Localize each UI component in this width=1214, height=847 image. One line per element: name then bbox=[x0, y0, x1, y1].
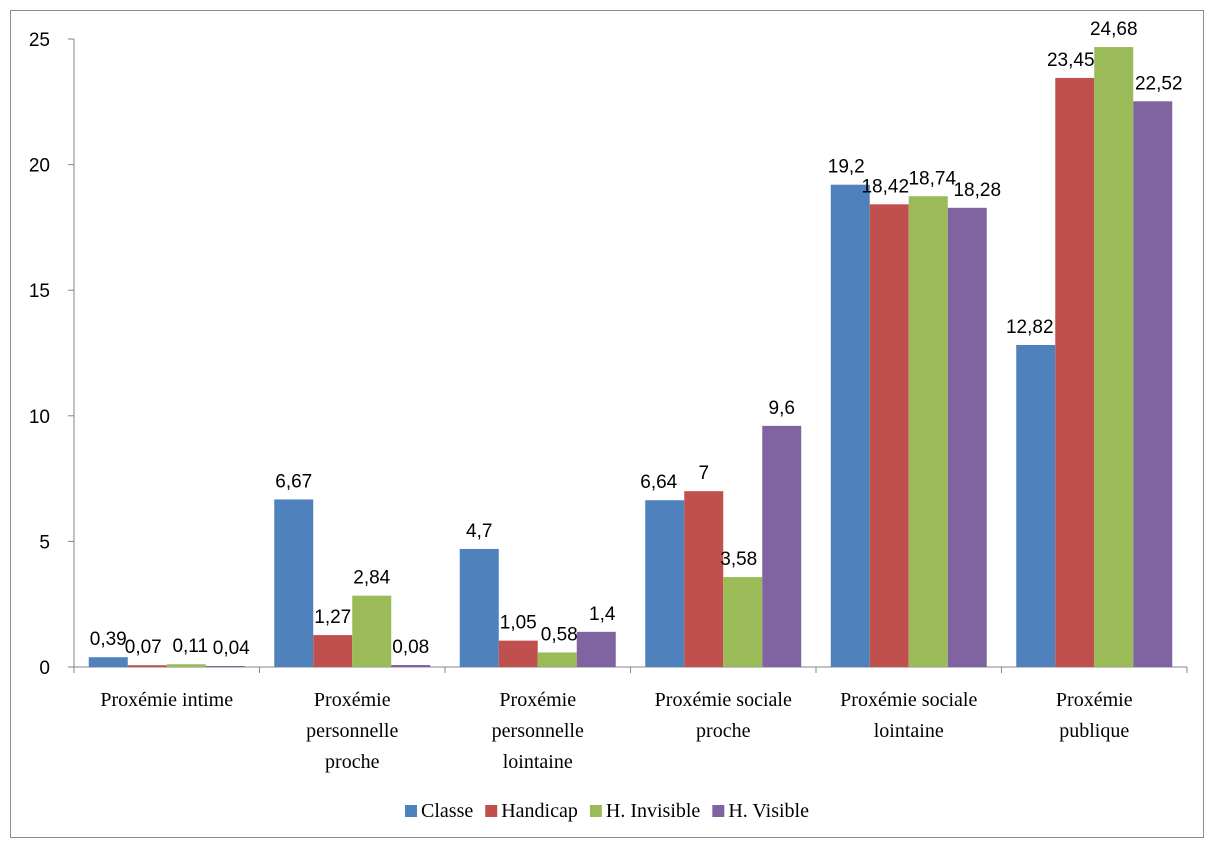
bar-classe bbox=[88, 657, 128, 667]
bar-h-visible bbox=[205, 665, 245, 667]
x-category-label-line: proche bbox=[696, 720, 751, 742]
legend-label: Classe bbox=[421, 800, 473, 822]
bar-classe bbox=[645, 500, 685, 667]
legend-swatch bbox=[589, 805, 602, 817]
bars bbox=[88, 47, 1173, 668]
y-tick-label: 15 bbox=[29, 281, 50, 302]
x-category-label: Proxémie publique bbox=[1056, 689, 1133, 742]
y-tick-label: 10 bbox=[29, 407, 50, 428]
x-category-label-line: Proxémie sociale bbox=[840, 689, 977, 711]
data-label: 3,58 bbox=[720, 549, 757, 570]
data-label: 19,2 bbox=[828, 157, 865, 178]
bar-classe bbox=[1016, 344, 1056, 667]
legend-item: Classe bbox=[405, 800, 473, 822]
data-label: 6,67 bbox=[275, 471, 312, 492]
bar-h-invisible bbox=[166, 664, 206, 667]
bar-handicap bbox=[1055, 77, 1095, 668]
data-label: 1,4 bbox=[589, 604, 616, 625]
legend-swatch bbox=[405, 805, 418, 817]
x-category-label-line: Proxémie sociale bbox=[655, 689, 792, 711]
data-label: 0,04 bbox=[213, 638, 250, 659]
data-label: 0,08 bbox=[392, 637, 429, 658]
data-label: 18,28 bbox=[953, 180, 1001, 201]
y-tick-label: 25 bbox=[29, 30, 50, 51]
y-axis: 0 5 10 15 20 25 bbox=[29, 30, 75, 679]
x-category-label-line: proche bbox=[325, 751, 380, 773]
data-label: 2,84 bbox=[353, 568, 390, 589]
legend-label: H. Invisible bbox=[606, 800, 701, 822]
bar-handicap bbox=[684, 491, 724, 667]
bar-h-invisible bbox=[537, 652, 577, 667]
data-label: 1,27 bbox=[314, 607, 351, 628]
bar-classe bbox=[274, 499, 314, 667]
bar-classe bbox=[830, 184, 870, 668]
y-tick-label: 20 bbox=[29, 156, 50, 177]
bar-handicap bbox=[869, 204, 909, 667]
bar-h-visible bbox=[391, 664, 431, 667]
legend-item: H. Visible bbox=[712, 800, 809, 822]
data-label: 18,74 bbox=[908, 168, 956, 189]
legend-item: H. Invisible bbox=[589, 800, 701, 822]
x-category-label-line: publique bbox=[1059, 720, 1129, 742]
x-category-label-line: lointaine bbox=[874, 720, 944, 742]
bar-classe bbox=[459, 548, 499, 667]
bar-handicap bbox=[498, 640, 538, 667]
bar-handicap bbox=[313, 635, 353, 667]
data-label: 0,11 bbox=[172, 636, 208, 657]
y-tick-label: 0 bbox=[39, 658, 50, 679]
data-label: 0,58 bbox=[541, 624, 578, 645]
legend-label: Handicap bbox=[501, 800, 578, 822]
x-category-label-line: Proxémie bbox=[314, 689, 391, 711]
legend: Classe Handicap H. Invisible H. Visible bbox=[405, 800, 809, 822]
x-axis: Proxémie intime Proxémie personnelle proche… bbox=[73, 666, 1188, 773]
data-label: 0,39 bbox=[90, 629, 127, 650]
x-category-label: Proxémie personnelle lointaine bbox=[492, 689, 584, 773]
bar-h-visible bbox=[947, 207, 987, 667]
data-label: 9,6 bbox=[769, 398, 795, 419]
data-label: 18,42 bbox=[861, 176, 909, 197]
bar-h-visible bbox=[762, 425, 802, 667]
x-category-label-line: personnelle bbox=[306, 720, 398, 742]
legend-label: H. Visible bbox=[728, 800, 809, 822]
data-label: 0,07 bbox=[125, 637, 162, 658]
bar-handicap bbox=[127, 665, 167, 667]
data-label: 4,7 bbox=[466, 521, 492, 542]
legend-swatch bbox=[712, 805, 725, 817]
data-label: 12,82 bbox=[1006, 317, 1054, 338]
x-category-label: Proxémie sociale proche bbox=[655, 689, 792, 742]
x-category-label-line: personnelle bbox=[492, 720, 584, 742]
data-label: 23,45 bbox=[1047, 50, 1095, 71]
bar-h-invisible bbox=[723, 577, 763, 667]
data-label: 22,52 bbox=[1135, 73, 1183, 94]
y-tick-label: 5 bbox=[39, 532, 50, 553]
x-category-label-line: Proxémie bbox=[499, 689, 576, 711]
bar-h-invisible bbox=[908, 196, 948, 667]
data-label: 7 bbox=[698, 463, 709, 484]
x-category-label-line: Proxémie intime bbox=[100, 689, 233, 711]
data-label: 6,64 bbox=[640, 472, 677, 493]
bar-h-visible bbox=[576, 631, 616, 667]
chart-area bbox=[10, 10, 1204, 838]
legend-item: Handicap bbox=[485, 800, 578, 822]
x-category-label-line: Proxémie bbox=[1056, 689, 1133, 711]
bar-h-visible bbox=[1133, 101, 1173, 667]
x-category-label-line: lointaine bbox=[503, 751, 573, 773]
data-label: 1,05 bbox=[500, 613, 537, 634]
data-labels: 0,39 6,67 4,7 6,64 19,2 12,82 0,07 1,27 1,05 7 18,… bbox=[90, 19, 1183, 659]
bar-h-invisible bbox=[352, 595, 392, 667]
legend-swatch bbox=[485, 805, 498, 817]
x-category-label: Proxémie sociale lointaine bbox=[840, 689, 977, 742]
x-category-label: Proxémie intime bbox=[100, 689, 233, 711]
x-category-label: Proxémie personnelle proche bbox=[306, 689, 398, 773]
data-label: 24,68 bbox=[1090, 19, 1138, 40]
bar-h-invisible bbox=[1094, 47, 1134, 668]
